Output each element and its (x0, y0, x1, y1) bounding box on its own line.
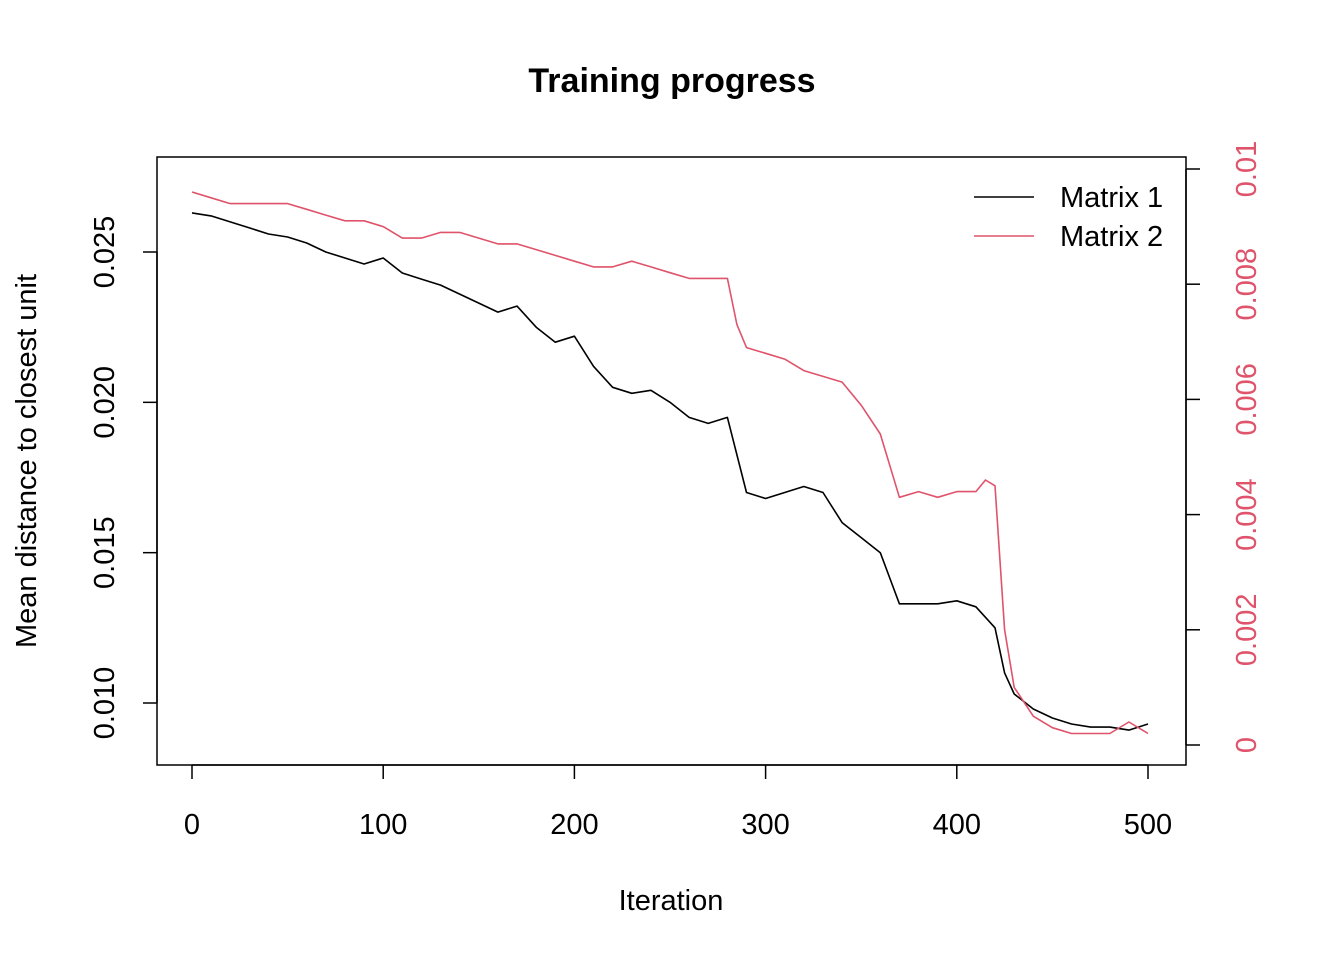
x-tick-label: 100 (359, 809, 407, 841)
y-right-tick-label: 0.006 (1231, 363, 1263, 436)
x-tick-label: 500 (1124, 809, 1172, 841)
y-axis-label: Mean distance to closest unit (11, 274, 43, 648)
legend-label-matrix-2: Matrix 2 (1060, 221, 1163, 253)
y-axis-right: 0 0.002 0.004 0.006 0.008 0.01 (1185, 141, 1263, 753)
y-right-tick-label: 0.01 (1231, 141, 1263, 197)
x-tick-label: 300 (741, 809, 789, 841)
y-right-tick-label: 0.008 (1231, 248, 1263, 321)
y-left-tick-label: 0.010 (89, 667, 121, 740)
legend: Matrix 1 Matrix 2 (974, 182, 1163, 253)
legend-label-matrix-1: Matrix 1 (1060, 182, 1163, 214)
y-left-tick-label: 0.025 (89, 216, 121, 289)
x-axis-label: Iteration (619, 885, 724, 917)
y-right-tick-label: 0 (1231, 737, 1263, 753)
y-right-tick-label: 0.004 (1231, 478, 1263, 551)
y-right-tick-label: 0.002 (1231, 594, 1263, 667)
y-left-tick-label: 0.015 (89, 516, 121, 589)
chart-title: Training progress (528, 62, 815, 100)
x-tick-label: 200 (550, 809, 598, 841)
x-axis: 0 100 200 300 400 500 (184, 764, 1172, 841)
y-left-tick-label: 0.020 (89, 366, 121, 439)
series-layer (191, 191, 1149, 735)
series-line-1 (191, 212, 1149, 731)
x-tick-label: 400 (933, 809, 981, 841)
y-axis-left: 0.010 0.015 0.020 0.025 (89, 216, 158, 740)
x-tick-label: 0 (184, 809, 200, 841)
series-line-2 (191, 191, 1149, 735)
plot-frame (156, 156, 1187, 766)
